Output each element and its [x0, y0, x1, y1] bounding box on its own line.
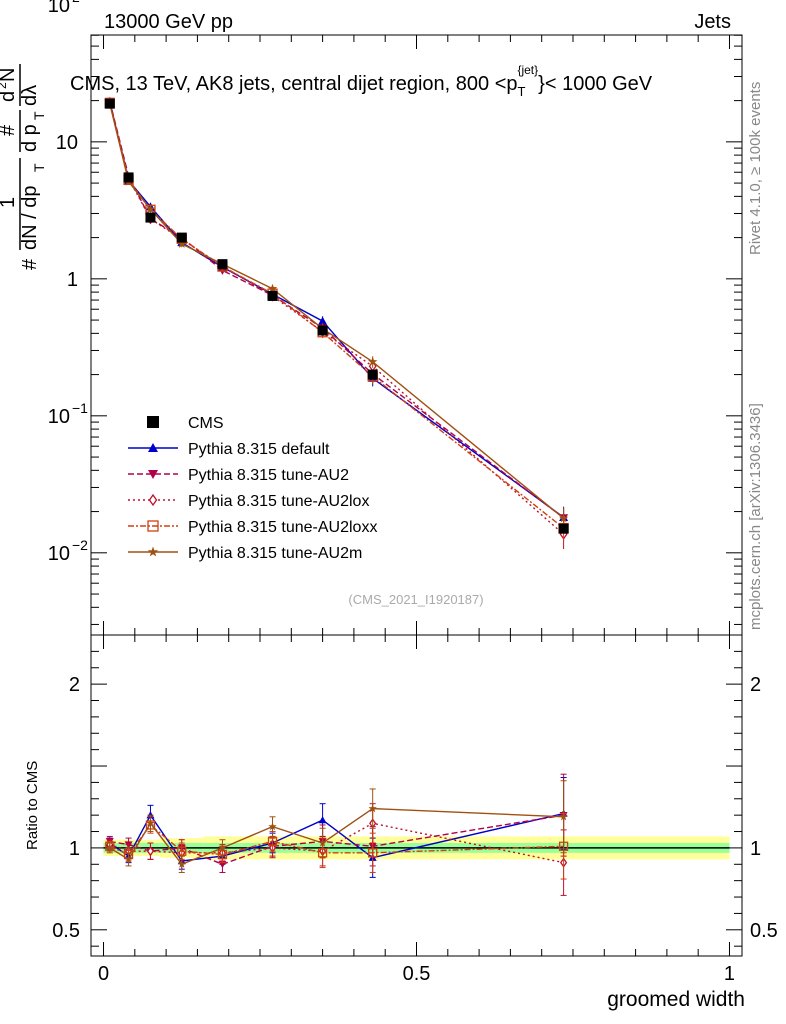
y-tick-label: 1	[67, 269, 78, 291]
main-y-axis-label: # dN / dp T 1 d p T # dλ d 2 N	[0, 64, 47, 270]
ratio-series-layer	[105, 773, 569, 896]
marker-star	[105, 843, 114, 852]
main-series-line	[109, 103, 565, 519]
marker-star	[368, 804, 377, 813]
legend-label: Pythia 8.315 default	[188, 441, 330, 458]
marker-square	[123, 172, 134, 183]
svg-text:2: 2	[0, 82, 9, 89]
svg-text:#: #	[19, 258, 41, 270]
ratio-y-axis-label: Ratio to CMS	[24, 761, 41, 850]
svg-text:#: #	[0, 124, 19, 136]
ratio-y-tick-label: 2	[69, 674, 80, 696]
ratio-y-tick-label: 0.5	[52, 920, 80, 942]
marker-diamond	[146, 846, 155, 857]
marker-star	[268, 822, 277, 831]
marker-triangle-down	[148, 470, 158, 479]
x-axis-label: groomed width	[607, 988, 745, 1011]
main-series-line	[109, 101, 565, 519]
main-series-line	[109, 102, 565, 529]
svg-text:d: d	[0, 91, 19, 102]
marker-star	[218, 843, 227, 852]
y-tick-exponent: −1	[72, 400, 88, 416]
legend: CMS Pythia 8.315 default Pythia 8.315 tune…	[128, 415, 377, 562]
marker-star	[267, 283, 278, 293]
svg-text:d p: d p	[19, 124, 41, 152]
plot-title-tail: }< 1000 GeV	[538, 73, 653, 95]
main-series-layer	[104, 96, 569, 550]
marker-star	[318, 838, 327, 847]
marker-square	[145, 212, 156, 223]
x-tick-label: 0.5	[403, 963, 431, 985]
y-tick-label: 10	[56, 132, 78, 154]
marker-star	[558, 513, 569, 523]
marker-star	[146, 818, 155, 827]
marker-square	[104, 98, 115, 109]
marker-square-open	[267, 836, 278, 847]
ratio-y-tick-label: 1	[69, 838, 80, 860]
marker-square-open	[177, 846, 187, 856]
y-tick-exponent: 2	[72, 0, 80, 5]
ratio-plot-frame	[90, 634, 743, 957]
legend-label: Pythia 8.315 tune-AU2	[188, 467, 349, 484]
marker-diamond	[148, 493, 158, 507]
legend-label-reference: CMS	[188, 415, 224, 432]
marker-square	[147, 416, 159, 428]
main-series-line	[109, 101, 565, 518]
marker-square	[176, 232, 187, 243]
marker-star	[147, 546, 159, 557]
marker-star	[145, 204, 156, 214]
marker-star	[177, 859, 186, 868]
svg-text:T: T	[31, 163, 47, 172]
marker-square	[217, 259, 228, 270]
ratio-axis-ticks: 0.5 0.5 1 1 2 2	[52, 650, 778, 947]
rivet-version-label: Rivet 4.1.0, ≥ 100k events	[747, 82, 764, 255]
marker-triangle-up	[318, 816, 327, 824]
energy-label: 13000 GeV pp	[104, 11, 233, 33]
y-tick-label: 10	[48, 0, 70, 17]
svg-text:1: 1	[0, 197, 19, 208]
marker-triangle-up	[318, 316, 328, 325]
marker-star	[368, 356, 378, 366]
analysis-id: (CMS_2021_I1920187)	[348, 592, 483, 607]
svg-text:T: T	[31, 111, 47, 120]
marker-star	[559, 812, 568, 821]
marker-star	[124, 855, 133, 863]
ratio-series-line	[109, 823, 564, 856]
marker-square	[317, 325, 328, 336]
y-tick-label: 10	[48, 543, 70, 565]
ratio-y-tick-label-right: 2	[750, 674, 761, 696]
mcplots-label: mcplots.cern.ch [arXiv:1306.3436]	[747, 403, 764, 630]
x-tick-label: 0	[98, 963, 109, 985]
svg-text:dλ: dλ	[19, 85, 41, 106]
plot-title-main: CMS, 13 TeV, AK8 jets, central dijet reg…	[70, 73, 518, 95]
svg-text:dN / dp: dN / dp	[19, 186, 41, 250]
y-tick-exponent: −2	[72, 537, 88, 553]
marker-square-open	[147, 520, 159, 532]
legend-label: Pythia 8.315 tune-AU2lox	[188, 493, 369, 510]
plot-title: CMS, 13 TeV, AK8 jets, central dijet reg…	[70, 63, 653, 99]
category-label: Jets	[694, 11, 731, 33]
x-tick-label: 1	[724, 963, 735, 985]
marker-square-open	[368, 848, 378, 858]
marker-star	[177, 238, 187, 248]
ratio-y-tick-label-right: 1	[750, 838, 761, 860]
marker-square	[267, 290, 278, 301]
marker-triangle-up	[148, 443, 158, 452]
plot-title-sup: {jet}	[517, 63, 538, 77]
svg-text:N: N	[0, 68, 19, 82]
legend-label: Pythia 8.315 tune-AU2m	[188, 545, 362, 562]
legend-label: Pythia 8.315 tune-AU2loxx	[188, 519, 377, 536]
marker-square	[558, 523, 569, 534]
y-tick-label: 10	[48, 406, 70, 428]
plot-title-sub: T	[518, 84, 526, 99]
marker-square	[367, 369, 378, 380]
ratio-y-tick-label-right: 0.5	[750, 920, 778, 942]
